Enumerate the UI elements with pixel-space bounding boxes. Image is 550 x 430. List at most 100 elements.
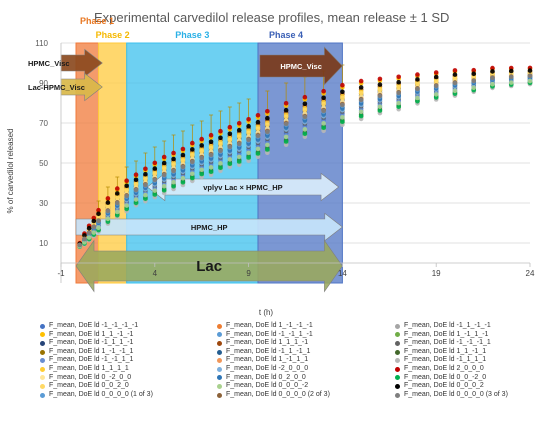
data-point [302, 107, 308, 113]
data-point [96, 218, 101, 224]
annotation-label: vplyv Lac × HPMC_HP [203, 183, 282, 192]
annotation-arrow [259, 46, 343, 86]
data-point [265, 129, 270, 135]
data-point [114, 200, 120, 206]
data-point [199, 155, 204, 161]
data-point [265, 109, 270, 114]
data-point [321, 108, 326, 114]
legend-marker [395, 349, 400, 355]
data-point [255, 154, 261, 159]
legend-item: F_mean, DoE ld 0_0_0_0 (1 of 3) [40, 391, 217, 400]
data-point [415, 81, 420, 87]
data-point [161, 160, 167, 166]
data-point [105, 204, 111, 209]
legend-marker [40, 375, 45, 381]
data-point [171, 179, 176, 185]
legend-item: F_mean, DoE ld -1_1_1_1 [395, 356, 545, 365]
data-point [161, 187, 167, 193]
data-point [255, 119, 261, 125]
data-point [227, 161, 233, 167]
legend-item: F_mean, DoE ld 0_0_0_0 (2 of 3) [217, 391, 395, 400]
legend-label: F_mean, DoE ld 2_0_0_0 [404, 364, 484, 372]
data-point [171, 156, 176, 162]
x-axis-label: t (h) [259, 308, 274, 317]
legend-label: F_mean, DoE ld -1_-1_1_1 [49, 356, 134, 364]
data-point [190, 159, 195, 165]
data-point [161, 172, 167, 178]
legend-item: F_mean, DoE ld 0_0_0_-2 [217, 382, 395, 391]
data-point [283, 107, 289, 113]
data-point [227, 124, 233, 130]
legend-item: F_mean, DoE ld 0_-2_0_0 [40, 374, 217, 383]
data-point [152, 192, 158, 197]
data-point [490, 65, 495, 71]
annotation-label: HPMC_HP [191, 223, 228, 232]
data-point [377, 82, 383, 87]
data-point [199, 143, 204, 148]
data-point [171, 183, 176, 189]
data-point [133, 177, 139, 183]
data-point [124, 178, 129, 183]
data-point [105, 208, 111, 214]
legend-item: F_mean, DoE ld -1_1_-1_1 [217, 348, 395, 357]
legend-marker [395, 323, 400, 329]
data-point [180, 164, 186, 170]
data-point [180, 152, 186, 158]
data-point [508, 74, 514, 80]
data-point [133, 200, 139, 206]
data-point [433, 70, 439, 75]
data-point [265, 142, 270, 148]
legend-label: F_mean, DoE ld 0_0_0_0 (2 of 3) [226, 390, 330, 398]
data-point [180, 158, 186, 163]
data-point [227, 144, 233, 150]
data-point [236, 127, 242, 133]
data-point [208, 145, 214, 151]
legend-label: F_mean, DoE ld 0_2_0_0 [226, 373, 306, 381]
data-point [236, 154, 242, 160]
data-point [396, 100, 401, 106]
legend-label: F_mean, DoE ld -1_-1_1_-1 [226, 330, 313, 338]
data-point [283, 114, 289, 119]
data-point [218, 135, 223, 141]
data-point [152, 177, 158, 183]
data-point [358, 97, 364, 103]
data-point [302, 101, 308, 107]
data-point [105, 216, 111, 222]
legend-label: F_mean, DoE ld -1_1_1_-1 [49, 339, 134, 347]
phase-label: Phase 1 [80, 16, 114, 26]
data-point [143, 166, 148, 172]
legend-item: F_mean, DoE ld -1_-1_-1_1 [395, 339, 545, 348]
data-point [86, 235, 92, 240]
x-tick-label: -1 [57, 269, 65, 278]
data-point [236, 134, 242, 139]
data-point [321, 95, 326, 101]
legend-label: F_mean, DoE ld -2_0_0_0 [226, 364, 309, 372]
data-point [283, 101, 289, 106]
y-tick-label: 90 [39, 79, 48, 88]
legend-marker [217, 358, 222, 364]
legend-item: F_mean, DoE ld 0_0_0_0 (3 of 3) [395, 391, 545, 400]
data-point [161, 154, 167, 160]
data-point [86, 230, 92, 236]
y-tick-label: 110 [35, 39, 48, 48]
legend-marker [395, 375, 400, 381]
axes-layer: 10 30 50 70 90 110 -1 4 9 14 19 24 [35, 39, 535, 283]
data-point [452, 68, 458, 73]
data-point [471, 85, 477, 91]
data-point [377, 87, 383, 93]
data-point [114, 209, 120, 215]
data-point [227, 131, 233, 137]
data-point [124, 193, 129, 199]
data-point [236, 141, 242, 147]
legend-marker [217, 323, 222, 329]
legend-marker [395, 332, 400, 338]
data-point [171, 162, 176, 167]
data-point [527, 68, 533, 73]
data-point [218, 165, 223, 171]
data-point [246, 130, 251, 135]
data-point [433, 78, 439, 84]
y-tick-label: 70 [39, 119, 48, 128]
data-point [208, 165, 214, 170]
data-point [208, 152, 214, 158]
legend-item: F_mean, DoE ld 0_0_2_0 [40, 382, 217, 391]
